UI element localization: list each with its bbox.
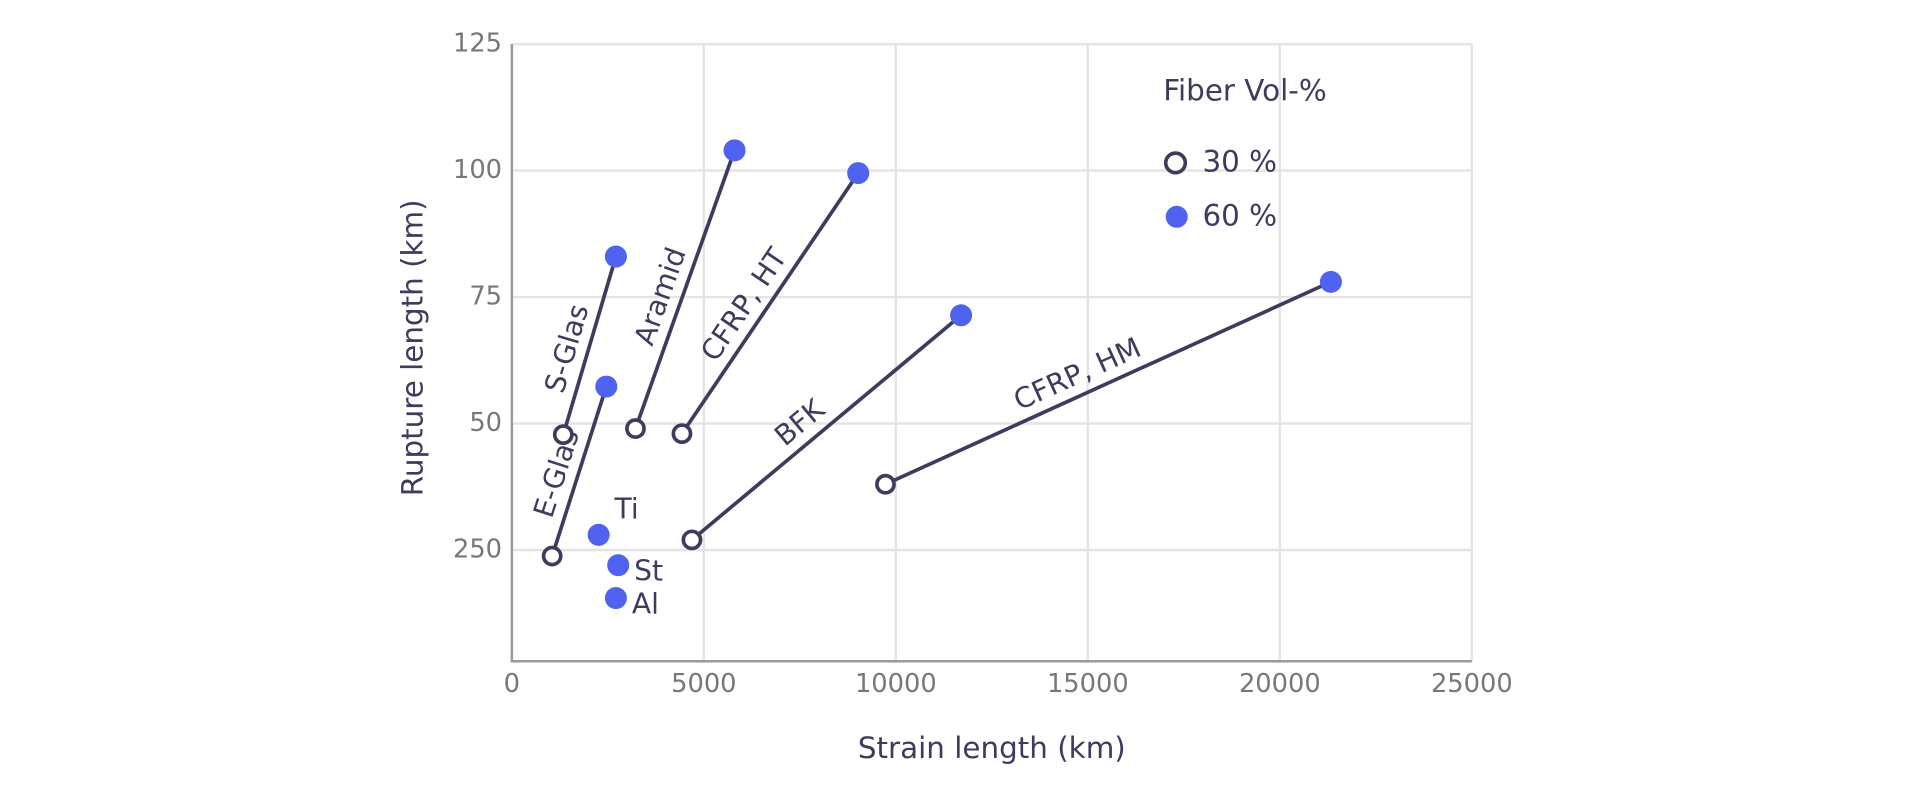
x-axis-title: Strain length (km) xyxy=(858,731,1126,765)
legend-label: 60 % xyxy=(1202,198,1277,232)
connector xyxy=(690,313,963,542)
connector xyxy=(680,172,860,435)
point xyxy=(950,304,973,327)
x-tick-label: 20000 xyxy=(1239,669,1321,699)
point xyxy=(541,545,563,567)
point xyxy=(671,423,693,445)
point-label: BFK xyxy=(768,392,832,453)
connector xyxy=(550,386,609,557)
point xyxy=(1319,270,1342,293)
point-label: CFRP, HT xyxy=(694,241,794,367)
connector xyxy=(633,149,737,430)
point xyxy=(681,529,703,551)
point xyxy=(604,587,627,610)
x-tick-label: 0 xyxy=(504,669,520,699)
point-label: Ti xyxy=(614,492,639,525)
point xyxy=(595,375,618,398)
point xyxy=(552,424,574,446)
point xyxy=(607,554,630,577)
x-tick-label: 15000 xyxy=(1047,669,1129,699)
x-tick-label: 5000 xyxy=(671,669,736,699)
point xyxy=(587,523,610,546)
point xyxy=(625,418,646,439)
y-axis-title: Rupture length (km) xyxy=(395,199,429,496)
axis-line xyxy=(510,44,1472,663)
y-tick-label: 100 xyxy=(453,155,502,185)
legend-label: 30 % xyxy=(1202,144,1277,178)
point xyxy=(847,162,870,185)
y-tick-label: 75 xyxy=(469,282,502,312)
legend-title: Fiber Vol-% xyxy=(1163,73,1327,107)
point-label: S-Glas xyxy=(538,300,595,396)
point xyxy=(604,245,627,268)
legend-marker xyxy=(1163,151,1188,175)
point-label: Al xyxy=(632,587,659,620)
y-tick-label: 250 xyxy=(453,534,502,564)
connector xyxy=(561,256,618,436)
point xyxy=(875,473,896,495)
y-tick-label: 125 xyxy=(453,29,502,59)
point-label: St xyxy=(634,554,663,587)
y-tick-label: 50 xyxy=(469,408,502,438)
x-tick-label: 10000 xyxy=(855,669,937,699)
x-tick-label: 25000 xyxy=(1431,669,1513,699)
point xyxy=(723,139,746,162)
connector xyxy=(884,280,1332,486)
legend-marker xyxy=(1165,205,1188,228)
